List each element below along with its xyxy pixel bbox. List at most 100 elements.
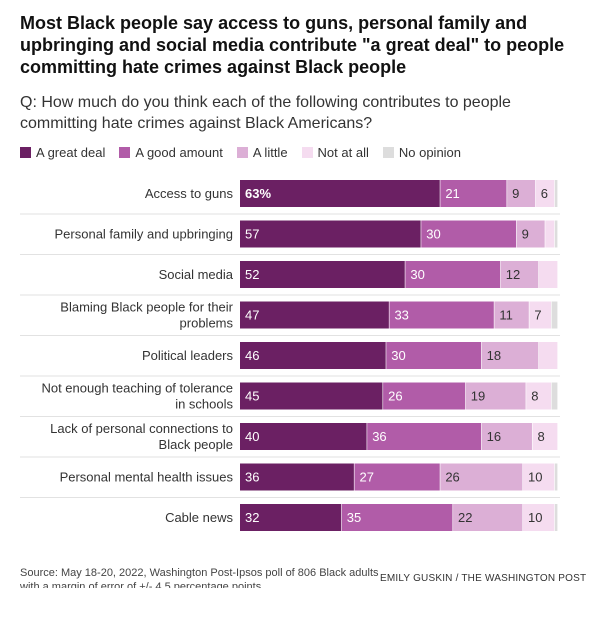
data-label: 6	[541, 186, 548, 201]
bar-segment-a-good-amount	[421, 220, 517, 248]
legend-item-not-at-all: Not at all	[301, 145, 369, 160]
bar-segment-a-little	[465, 382, 526, 410]
data-label: 16	[487, 429, 501, 444]
bar-segment-a-good-amount	[405, 261, 501, 288]
data-label: 26	[445, 470, 459, 485]
bar-segment-a-good-amount	[367, 423, 482, 450]
bar-segment-not-at-all	[538, 342, 558, 369]
bar-segment-a-little	[440, 463, 523, 491]
data-label: 40	[245, 429, 259, 444]
legend-swatch	[382, 147, 394, 158]
bar-segment-a-good-amount	[440, 180, 507, 207]
legend-item-good-amount: A good amount	[119, 145, 223, 160]
category-label: Personal family and upbringing	[55, 227, 234, 242]
data-label: 19	[471, 389, 485, 404]
data-label: 33	[394, 308, 408, 323]
category-label: Social media	[159, 267, 234, 282]
data-label: 22	[458, 510, 472, 525]
category-label: Cable news	[165, 510, 233, 525]
bar-segment-a-great-deal	[240, 463, 354, 491]
category-label: Political leaders	[142, 348, 234, 363]
bar-segment-not-at-all	[526, 382, 552, 410]
data-label: 47	[245, 308, 259, 323]
data-label: 30	[410, 267, 424, 282]
bar-segment-a-good-amount	[389, 301, 494, 329]
data-label: 8	[531, 389, 538, 404]
legend-swatch	[236, 147, 248, 158]
data-label: 52	[245, 267, 259, 282]
data-label: 45	[245, 389, 259, 404]
category-label: Access to guns	[145, 186, 234, 201]
data-label: 57	[245, 227, 259, 242]
data-label: 10	[528, 510, 542, 525]
legend-label: A great deal	[36, 145, 106, 160]
data-label: 32	[245, 510, 259, 525]
data-label: 21	[445, 186, 459, 201]
bar-segment-not-at-all	[529, 301, 552, 329]
bar-segment-a-great-deal	[240, 382, 383, 410]
legend-label: No opinion	[398, 145, 462, 160]
bar-segment-no-opinion	[554, 463, 558, 491]
data-label: 27	[359, 470, 373, 485]
data-label: 10	[528, 470, 542, 485]
bar-segment-a-great-deal	[240, 261, 405, 288]
data-label: 30	[391, 348, 405, 363]
bar-segment-a-great-deal	[240, 423, 367, 450]
bar-segment-no-opinion	[551, 382, 558, 410]
legend-swatch	[20, 147, 31, 158]
data-label: 8	[538, 429, 545, 444]
chart-subtitle: Q: How much do you think each of the fol…	[20, 94, 511, 132]
data-label: 9	[512, 186, 519, 201]
bar-segment-a-good-amount	[354, 463, 440, 491]
category-label: Blaming Black people for their problems	[60, 300, 233, 331]
bar-segment-a-great-deal	[240, 301, 389, 329]
data-label: 35	[347, 510, 361, 525]
category-label: Not enough teaching of tolerance in schoo…	[41, 381, 233, 412]
data-label: 11	[499, 308, 513, 323]
bar-segment-a-great-deal	[240, 342, 386, 369]
data-label: 30	[426, 227, 440, 242]
legend-item-a-little: A little	[236, 145, 288, 160]
bar-segment-a-great-deal	[240, 180, 440, 207]
data-label: 18	[487, 348, 501, 363]
bar-segment-a-good-amount	[383, 382, 466, 410]
data-label: 46	[245, 348, 259, 363]
credit-line: EMILY GUSKIN / THE WASHINGTON POST	[380, 573, 587, 584]
bar-segment-a-little	[516, 220, 545, 248]
legend-item-great-deal: A great deal	[20, 145, 105, 160]
legend-label: A good amount	[135, 145, 223, 160]
category-label: Personal mental health issues	[60, 470, 234, 485]
stacked-bar-chart: Access to guns 63% 21 9 6 Personal family and…	[20, 180, 560, 531]
bar-segment-a-little	[481, 342, 539, 369]
data-label: 36	[372, 429, 386, 444]
legend-swatch	[301, 147, 313, 158]
bar-segment-not-at-all	[538, 261, 558, 288]
data-label: 7	[534, 308, 541, 323]
legend-label: Not at all	[317, 145, 369, 160]
legend-label: A little	[252, 145, 288, 160]
bar-segment-not-at-all	[532, 423, 558, 450]
legend-swatch	[119, 147, 131, 158]
bar-segment-a-good-amount	[386, 342, 482, 369]
bar-segment-a-little	[500, 261, 539, 288]
bar-segment-no-opinion	[554, 220, 558, 248]
bar-segment-no-opinion	[554, 180, 558, 207]
bar-segment-not-at-all	[535, 180, 555, 207]
chart-title: Most Black people say access to guns, pe…	[20, 13, 565, 77]
bar-segment-a-great-deal	[240, 504, 342, 531]
bar-segment-not-at-all	[523, 504, 555, 531]
data-label: 26	[388, 389, 402, 404]
bar-segment-not-at-all	[523, 463, 555, 491]
bar-segment-a-little	[507, 180, 536, 207]
bar-segment-no-opinion	[554, 504, 558, 531]
legend-item-no-opinion: No opinion	[382, 145, 462, 160]
legend: A great deal A good amount A little Not …	[20, 145, 461, 160]
bar-segment-a-great-deal	[240, 220, 421, 248]
source-note: Source: May 18-20, 2022, Washington Post…	[20, 567, 379, 588]
category-label: Lack of personal connections to Black peo…	[50, 421, 233, 452]
data-label: 36	[245, 470, 259, 485]
bar-segment-a-good-amount	[341, 504, 453, 531]
data-label: 12	[506, 267, 520, 282]
data-label: 63%	[245, 186, 271, 201]
bar-segment-not-at-all	[545, 220, 555, 248]
